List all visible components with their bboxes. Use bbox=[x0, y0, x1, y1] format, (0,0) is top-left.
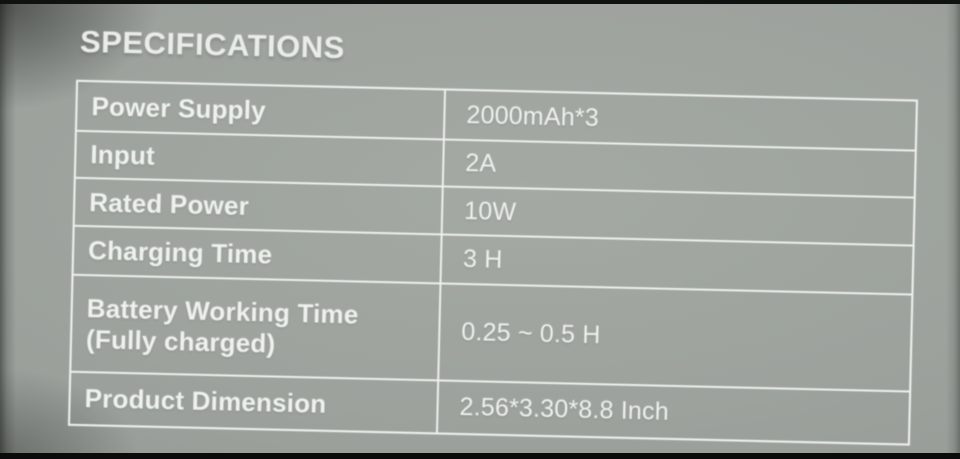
spec-label: Charging Time bbox=[73, 226, 443, 283]
table-row: Battery Working Time (Fully charged) 0.2… bbox=[71, 273, 912, 391]
spec-value: 0.25 ~ 0.5 H bbox=[461, 317, 601, 350]
spec-label: Input bbox=[75, 131, 445, 186]
spec-value: 2.56*3.30*8.8 Inch bbox=[459, 392, 670, 426]
spec-label: Product Dimension bbox=[70, 372, 440, 433]
letterbox-bar-top bbox=[0, 0, 960, 4]
page-title: SPECIFICATIONS bbox=[79, 23, 346, 66]
letterbox-bar-bottom bbox=[0, 453, 960, 459]
spec-label: Battery Working Time (Fully charged) bbox=[71, 275, 442, 380]
spec-label: Power Supply bbox=[76, 81, 447, 139]
specifications-table: Power Supply 2000mAh*3 Input 2A Rated Po… bbox=[68, 79, 918, 446]
spec-label: Rated Power bbox=[74, 178, 444, 234]
